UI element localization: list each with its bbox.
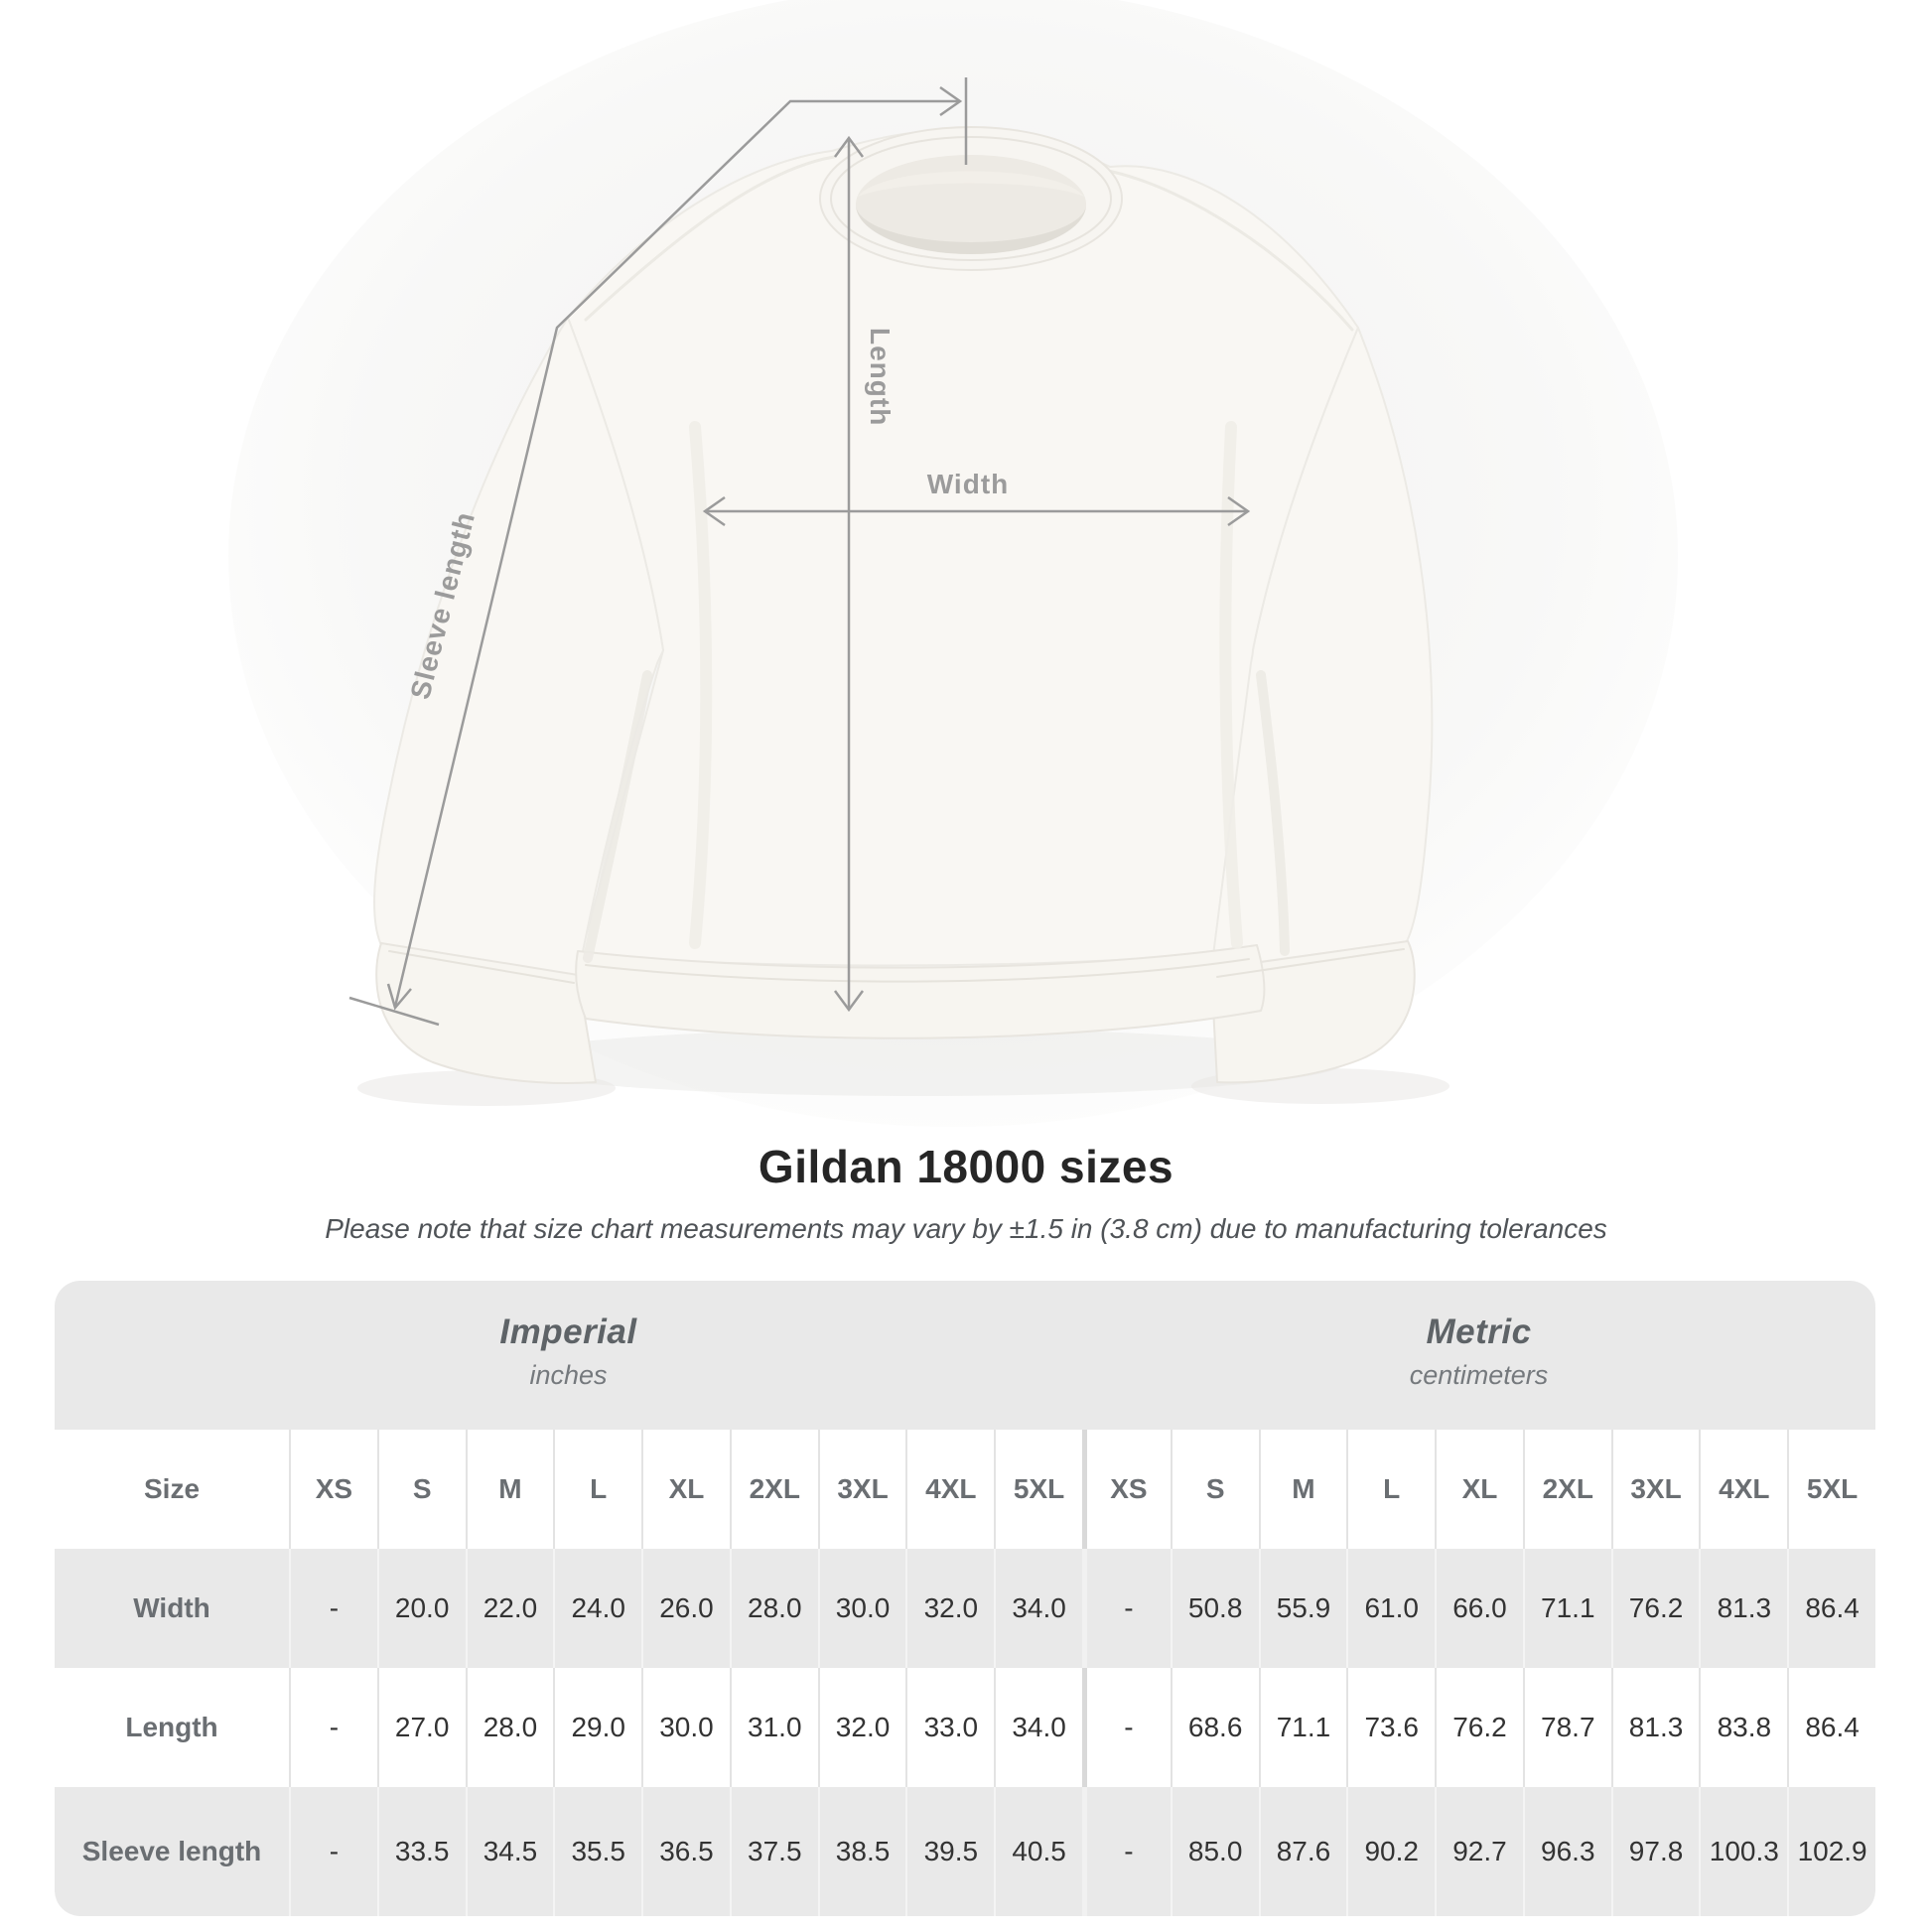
imperial-value-cell-sleeve-length: 35.5 xyxy=(553,1787,641,1916)
imperial-value-cell-width: 22.0 xyxy=(465,1549,554,1668)
metric-size-header-m: M xyxy=(1258,1430,1347,1549)
imperial-size-header-xl: XL xyxy=(641,1430,730,1549)
imperial-size-header-s: S xyxy=(376,1430,466,1549)
page-title: Gildan 18000 sizes xyxy=(758,1141,1174,1192)
metric-value-cell-width: - xyxy=(1082,1549,1171,1668)
metric-value-cell-sleeve-length: - xyxy=(1082,1787,1171,1916)
imperial-value-cell-width: 32.0 xyxy=(905,1549,994,1668)
imperial-value-cell-width: 34.0 xyxy=(994,1549,1082,1668)
imperial-size-header-l: L xyxy=(553,1430,642,1549)
imperial-value-cell-length: 30.0 xyxy=(641,1668,730,1787)
imperial-value-cell-width: 24.0 xyxy=(553,1549,641,1668)
metric-size-header-5xl: 5XL xyxy=(1787,1430,1875,1549)
metric-value-cell-sleeve-length: 90.2 xyxy=(1346,1787,1435,1916)
imperial-value-cell-sleeve-length: 33.5 xyxy=(376,1787,466,1916)
metric-size-header-xs: XS xyxy=(1082,1430,1171,1549)
metric-value-cell-length: 76.2 xyxy=(1435,1668,1523,1787)
metric-size-header-l: L xyxy=(1346,1430,1436,1549)
imperial-value-cell-width: 28.0 xyxy=(729,1549,818,1668)
metric-group-title: Metric xyxy=(1426,1311,1532,1351)
imperial-value-cell-width: 30.0 xyxy=(817,1549,906,1668)
length-label: Length xyxy=(865,328,896,426)
imperial-value-cell-width: - xyxy=(289,1549,377,1668)
metric-size-header-s: S xyxy=(1170,1430,1259,1549)
metric-group-header: Metric centimeters xyxy=(1082,1281,1875,1430)
metric-value-cell-length: 68.6 xyxy=(1170,1668,1259,1787)
metric-value-cell-length: 81.3 xyxy=(1610,1668,1700,1787)
metric-value-cell-sleeve-length: 85.0 xyxy=(1170,1787,1259,1916)
imperial-size-header-2xl: 2XL xyxy=(729,1430,818,1549)
metric-value-cell-sleeve-length: 100.3 xyxy=(1699,1787,1787,1916)
imperial-value-cell-length: - xyxy=(289,1668,377,1787)
metric-value-cell-sleeve-length: 96.3 xyxy=(1522,1787,1611,1916)
length-dimension-line xyxy=(833,135,865,1013)
size-column-header: Size xyxy=(55,1430,289,1549)
metric-value-cell-width: 71.1 xyxy=(1522,1549,1611,1668)
imperial-value-cell-length: 28.0 xyxy=(465,1668,554,1787)
metric-value-cell-sleeve-length: 102.9 xyxy=(1787,1787,1875,1916)
collar xyxy=(819,126,1123,271)
metric-size-header-2xl: 2XL xyxy=(1522,1430,1611,1549)
metric-value-cell-length: 73.6 xyxy=(1346,1668,1436,1787)
imperial-value-cell-width: 20.0 xyxy=(376,1549,466,1668)
metric-value-cell-width: 50.8 xyxy=(1170,1549,1259,1668)
imperial-group-header: Imperial inches xyxy=(55,1281,1082,1430)
imperial-size-header-5xl: 5XL xyxy=(994,1430,1082,1549)
imperial-value-cell-sleeve-length: 38.5 xyxy=(817,1787,906,1916)
metric-value-cell-sleeve-length: 97.8 xyxy=(1610,1787,1700,1916)
imperial-value-cell-length: 29.0 xyxy=(553,1668,642,1787)
metric-size-header-4xl: 4XL xyxy=(1699,1430,1788,1549)
metric-value-cell-sleeve-length: 92.7 xyxy=(1435,1787,1523,1916)
title-block: Gildan 18000 sizes Please note that size… xyxy=(0,1140,1932,1245)
width-dimension-line xyxy=(702,495,1251,527)
tolerance-note: Please note that size chart measurements… xyxy=(325,1213,1607,1244)
size-chart-table: Imperial inches Metric centimeters Size X… xyxy=(55,1281,1875,1916)
imperial-value-cell-length: 27.0 xyxy=(376,1668,466,1787)
row-label-width: Width xyxy=(133,1592,210,1623)
metric-group-unit: centimeters xyxy=(1409,1359,1549,1390)
metric-value-cell-length: 71.1 xyxy=(1258,1668,1347,1787)
imperial-group-title: Imperial xyxy=(499,1311,637,1351)
row-label-sleeve-length: Sleeve length xyxy=(81,1836,262,1866)
metric-size-header-3xl: 3XL xyxy=(1610,1430,1700,1549)
imperial-group-unit: inches xyxy=(529,1359,608,1390)
metric-value-cell-length: 83.8 xyxy=(1699,1668,1788,1787)
imperial-value-cell-sleeve-length: - xyxy=(289,1787,377,1916)
metric-value-cell-sleeve-length: 87.6 xyxy=(1258,1787,1347,1916)
sweatshirt-illustration: Length Width Sleeve length xyxy=(228,0,1678,1127)
imperial-value-cell-length: 31.0 xyxy=(729,1668,818,1787)
metric-value-cell-width: 55.9 xyxy=(1258,1549,1347,1668)
metric-value-cell-width: 76.2 xyxy=(1610,1549,1700,1668)
imperial-size-header-4xl: 4XL xyxy=(905,1430,995,1549)
dimension-lines xyxy=(348,77,1251,1027)
metric-value-cell-length: 78.7 xyxy=(1522,1668,1611,1787)
imperial-value-cell-length: 33.0 xyxy=(905,1668,995,1787)
imperial-value-cell-length: 34.0 xyxy=(994,1668,1082,1787)
metric-size-header-xl: XL xyxy=(1435,1430,1523,1549)
imperial-value-cell-sleeve-length: 36.5 xyxy=(641,1787,730,1916)
imperial-value-cell-sleeve-length: 39.5 xyxy=(905,1787,994,1916)
imperial-size-header-m: M xyxy=(465,1430,554,1549)
row-label-length: Length xyxy=(55,1668,289,1787)
metric-value-cell-width: 66.0 xyxy=(1435,1549,1523,1668)
width-label: Width xyxy=(927,469,1010,499)
imperial-value-cell-sleeve-length: 34.5 xyxy=(465,1787,554,1916)
metric-value-cell-width: 81.3 xyxy=(1699,1549,1787,1668)
imperial-value-cell-sleeve-length: 37.5 xyxy=(729,1787,818,1916)
sleeve-length-dimension-line xyxy=(348,77,968,1027)
imperial-size-header-xs: XS xyxy=(289,1430,377,1549)
metric-value-cell-length: - xyxy=(1082,1668,1171,1787)
sweatshirt-graphic xyxy=(373,126,1434,1085)
metric-value-cell-width: 61.0 xyxy=(1346,1549,1435,1668)
imperial-value-cell-width: 26.0 xyxy=(641,1549,730,1668)
imperial-size-header-3xl: 3XL xyxy=(817,1430,906,1549)
metric-value-cell-length: 86.4 xyxy=(1787,1668,1875,1787)
imperial-value-cell-sleeve-length: 40.5 xyxy=(994,1787,1082,1916)
imperial-value-cell-length: 32.0 xyxy=(817,1668,906,1787)
metric-value-cell-width: 86.4 xyxy=(1787,1549,1875,1668)
